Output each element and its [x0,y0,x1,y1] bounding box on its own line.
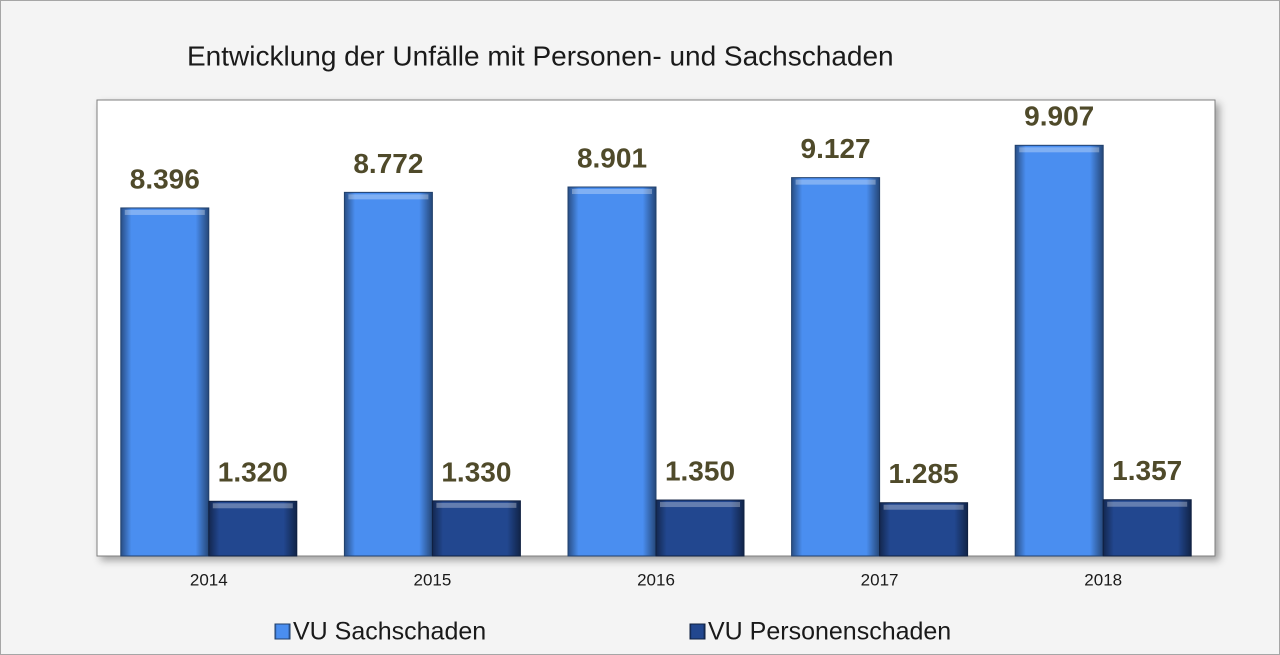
bar-bevel [1019,147,1100,153]
data-label: 9.907 [1024,101,1094,132]
chart-title: Entwicklung der Unfälle mit Personen- un… [187,40,894,71]
x-tick-label: 2015 [413,570,451,589]
legend-label: VU Personenschaden [708,618,951,646]
bar [1102,499,1192,557]
data-label: 1.320 [218,457,288,488]
bar [567,186,657,557]
bar-bevel [572,189,652,195]
bar [431,500,521,557]
data-label: 1.357 [1112,455,1182,486]
x-tick-label: 2017 [861,570,899,589]
bar-bevel [1107,501,1188,507]
bar-bevel [124,209,205,215]
bar [879,502,969,557]
data-label: 8.396 [130,163,200,194]
x-tick-label: 2016 [637,570,675,589]
bar [1014,144,1104,557]
bar-bevel [883,504,964,510]
data-label: 1.350 [665,455,735,486]
data-label: 8.901 [577,142,647,173]
bar-bevel [212,503,293,509]
data-label: 9.127 [801,133,871,164]
bar-bevel [436,502,517,508]
bar [120,207,210,557]
x-tick-label: 2018 [1084,570,1122,589]
bar [208,500,298,557]
data-label: 1.330 [441,456,511,487]
data-label: 1.285 [889,458,959,489]
bar-bevel [348,194,429,200]
bar-bevel [795,179,876,185]
legend-marker [689,623,706,640]
legend-marker [274,623,291,640]
data-label: 8.772 [353,148,423,179]
bar [343,191,433,557]
bar [655,499,745,557]
x-tick-label: 2014 [190,570,228,589]
bar [791,177,881,557]
legend-label: VU Sachschaden [293,618,486,646]
bar-bevel [660,502,740,508]
